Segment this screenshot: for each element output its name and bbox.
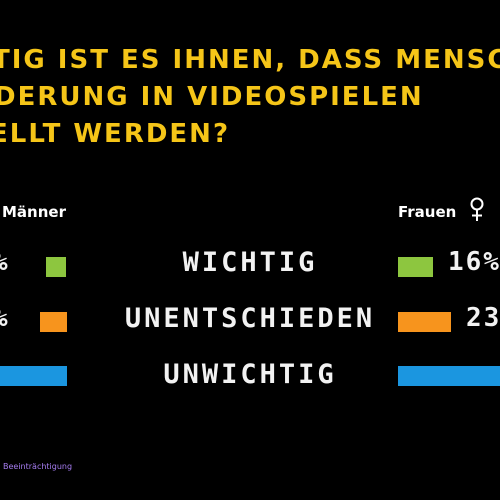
title-line-1: TIG IST ES IHNEN, DASS MENSC (0, 45, 500, 75)
women-bar-undecided (398, 312, 451, 332)
title-line-3: ELLT WERDEN? (0, 119, 231, 149)
men-bar-unimportant (0, 366, 67, 386)
men-bar-important (46, 257, 66, 277)
men-group-label: Männer (2, 203, 66, 221)
category-label-important: WICHTIG (182, 247, 318, 278)
women-percent-label-important: 16% (448, 247, 500, 277)
category-label-undecided: UNENTSCHIEDEN (124, 303, 376, 334)
women-group-label: Frauen (398, 203, 457, 221)
footnote-text: Beeinträchtigung (3, 462, 73, 471)
title-line-2: DERUNG IN VIDEOSPIELEN (0, 82, 424, 112)
women-bar-important (398, 257, 433, 277)
men-percent-label-undecided: % (0, 303, 10, 333)
category-label-unimportant: UNWICHTIG (163, 359, 337, 390)
men-percent-label-important: % (0, 247, 10, 277)
women-percent-label-undecided: 23 (466, 303, 500, 333)
men-bar-undecided (40, 312, 67, 332)
women-bar-unimportant (398, 366, 500, 386)
female-symbol-icon (470, 197, 484, 221)
